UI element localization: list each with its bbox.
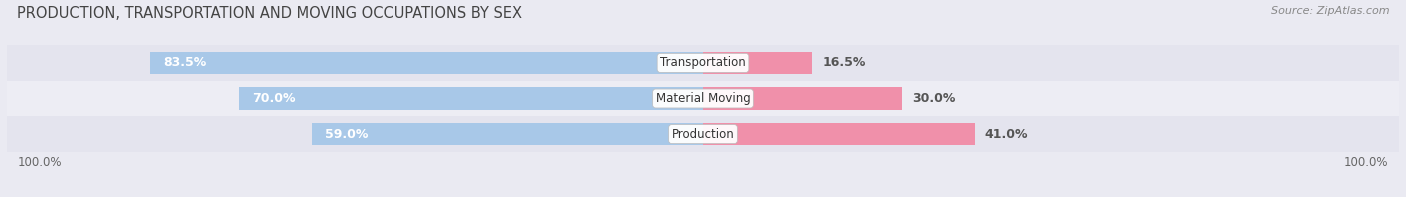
Text: 70.0%: 70.0% [252, 92, 295, 105]
Bar [703, 123, 974, 145]
Text: Transportation: Transportation [661, 56, 745, 69]
Bar [149, 52, 703, 74]
Bar [239, 87, 703, 110]
Text: 30.0%: 30.0% [912, 92, 955, 105]
Bar [703, 87, 901, 110]
Bar [7, 81, 1399, 116]
Text: Production: Production [672, 128, 734, 141]
Bar [703, 52, 813, 74]
Text: PRODUCTION, TRANSPORTATION AND MOVING OCCUPATIONS BY SEX: PRODUCTION, TRANSPORTATION AND MOVING OC… [17, 6, 522, 21]
Bar [7, 116, 1399, 152]
Text: 41.0%: 41.0% [984, 128, 1028, 141]
Text: Source: ZipAtlas.com: Source: ZipAtlas.com [1271, 6, 1389, 16]
Text: 59.0%: 59.0% [325, 128, 368, 141]
Text: Material Moving: Material Moving [655, 92, 751, 105]
Text: 16.5%: 16.5% [823, 56, 866, 69]
Bar [312, 123, 703, 145]
Bar [7, 45, 1399, 81]
Text: 83.5%: 83.5% [163, 56, 207, 69]
